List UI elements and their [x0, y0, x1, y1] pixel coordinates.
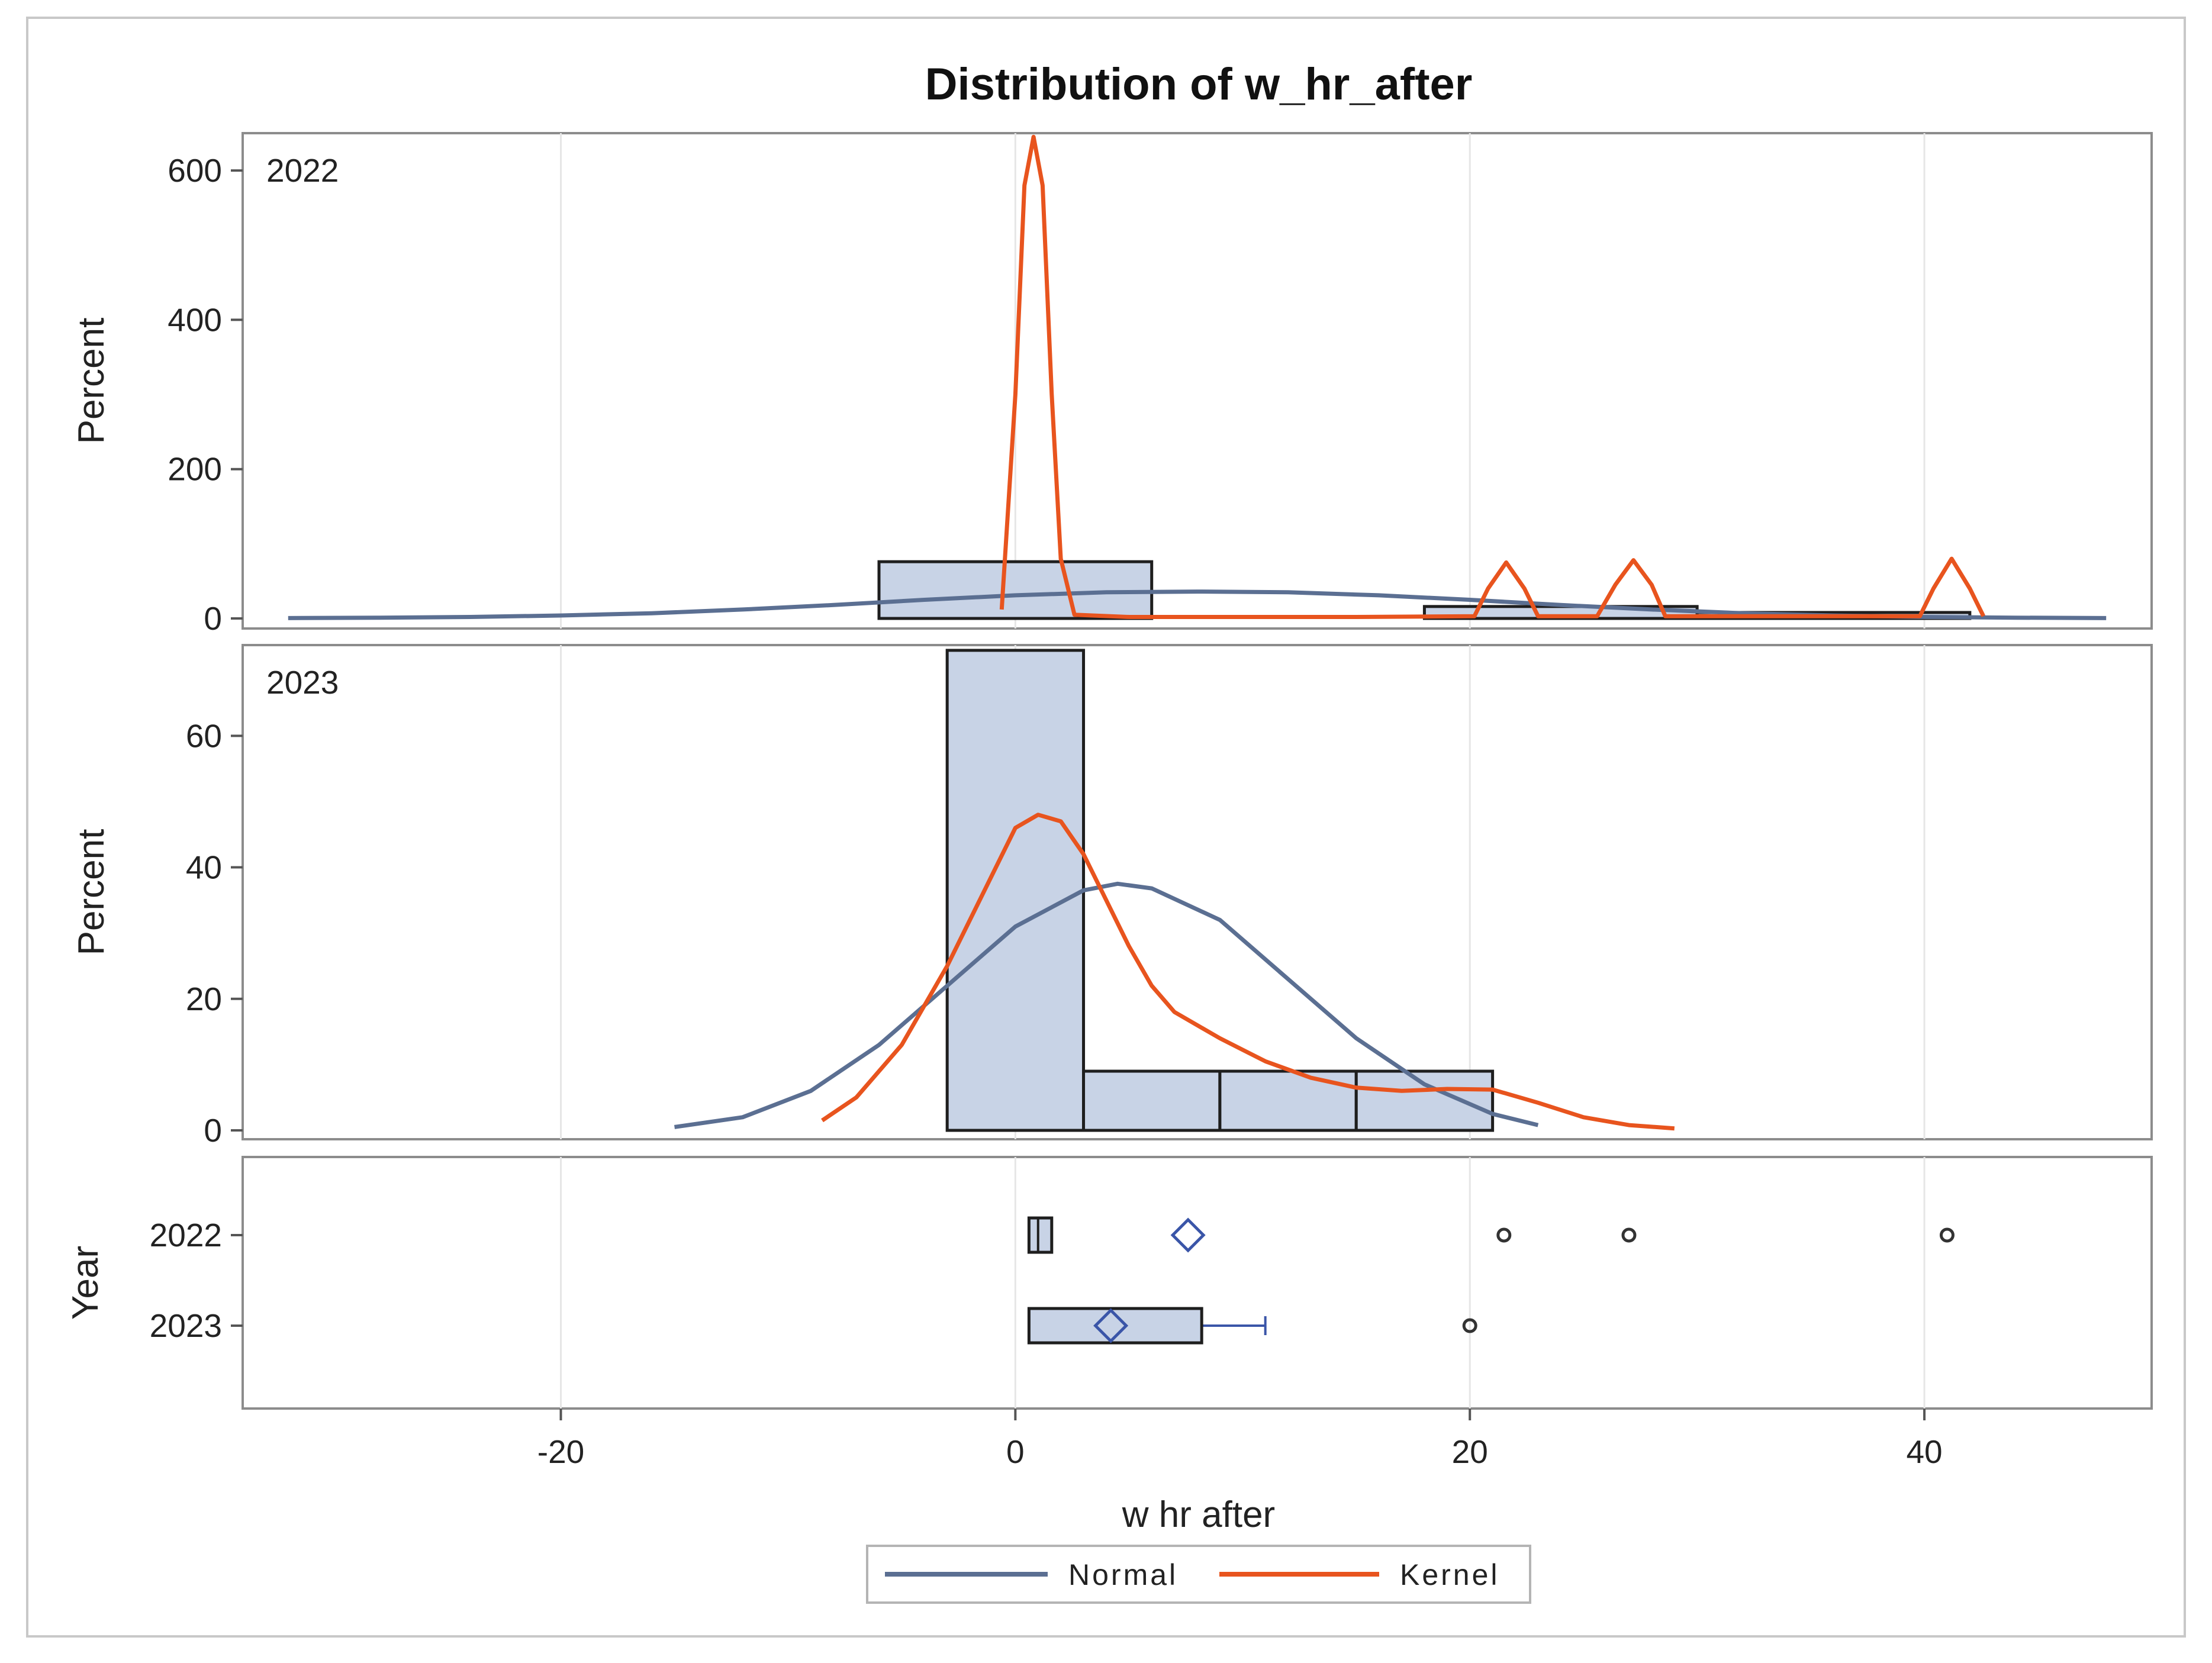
panel-2023-y-tick-label: 0 — [204, 1112, 222, 1149]
x-tick-label: 20 — [1452, 1433, 1488, 1470]
boxplot-2023-mean-marker — [1093, 1308, 1129, 1343]
panel-2023-group-label: 2023 — [266, 664, 339, 701]
panel-2023-histogram-bar — [945, 649, 1086, 1132]
panel-2022-group-label: 2022 — [266, 152, 339, 189]
panel-2023-histogram-bar — [1354, 1069, 1495, 1132]
boxplot-y-tick-label: 2023 — [150, 1307, 222, 1344]
histogram-panel-2022: 0 200 400 600 Percent 2022 — [71, 132, 2153, 637]
boxplot-y-tick-label: 2022 — [150, 1217, 222, 1253]
panel-2022-y-tick-label: 0 — [204, 600, 222, 637]
boxplot-y-axis-label: Year — [65, 1246, 106, 1320]
legend: Normal Kernel — [866, 1545, 1531, 1604]
legend-kernel-label: Kernel — [1400, 1558, 1500, 1591]
panel-2022-histogram-bar — [877, 560, 1154, 620]
panel-2022-y-tick-label: 400 — [168, 301, 222, 338]
legend-normal-label: Normal — [1068, 1558, 1178, 1591]
boxplot-2022-box — [1027, 1216, 1054, 1254]
x-tick-label: 40 — [1906, 1433, 1942, 1470]
panel-2022-kernel-curve — [999, 134, 1986, 619]
panel-2023-histogram-bar — [1218, 1069, 1358, 1132]
x-tick-label: -20 — [537, 1433, 585, 1470]
panel-2022-y-tick-label: 600 — [168, 152, 222, 189]
panel-2023-kernel-curve — [821, 813, 1675, 1131]
panel-2023-y-axis-label: Percent — [71, 829, 112, 956]
panel-2023-histogram-bar — [1082, 1069, 1222, 1132]
histogram-panel-2023: 0 20 40 60 Percent 2023 — [71, 644, 2153, 1149]
panel-2022-border — [242, 132, 2153, 630]
panel-2023-normal-curve — [674, 881, 1539, 1129]
boxplot-border — [242, 1156, 2153, 1410]
panel-2023-y-tick-label: 40 — [186, 849, 222, 886]
panel-2023-y-tick-label: 60 — [186, 717, 222, 754]
x-tick-label: 0 — [1006, 1433, 1025, 1470]
panel-2022-y-axis-label: Percent — [71, 318, 112, 444]
panel-2023-y-tick-label: 20 — [186, 981, 222, 1017]
chart-title: Distribution of w_hr_after — [925, 59, 1473, 109]
boxplot-2022-outlier — [1939, 1227, 1955, 1243]
boxplot-2022-outlier — [1496, 1227, 1512, 1243]
boxplot-2023-outlier — [1462, 1318, 1477, 1333]
boxplot-panel: 2022 2023 Year — [65, 1156, 2153, 1410]
panel-2022-y-tick-label: 200 — [168, 451, 222, 488]
boxplot-2022-outlier — [1621, 1227, 1637, 1243]
panel-2023-border — [242, 644, 2153, 1140]
x-axis-label: w hr after — [1122, 1494, 1275, 1535]
boxplot-2022-mean-marker — [1170, 1217, 1206, 1253]
x-axis: -20 0 20 40 — [537, 1409, 1943, 1470]
